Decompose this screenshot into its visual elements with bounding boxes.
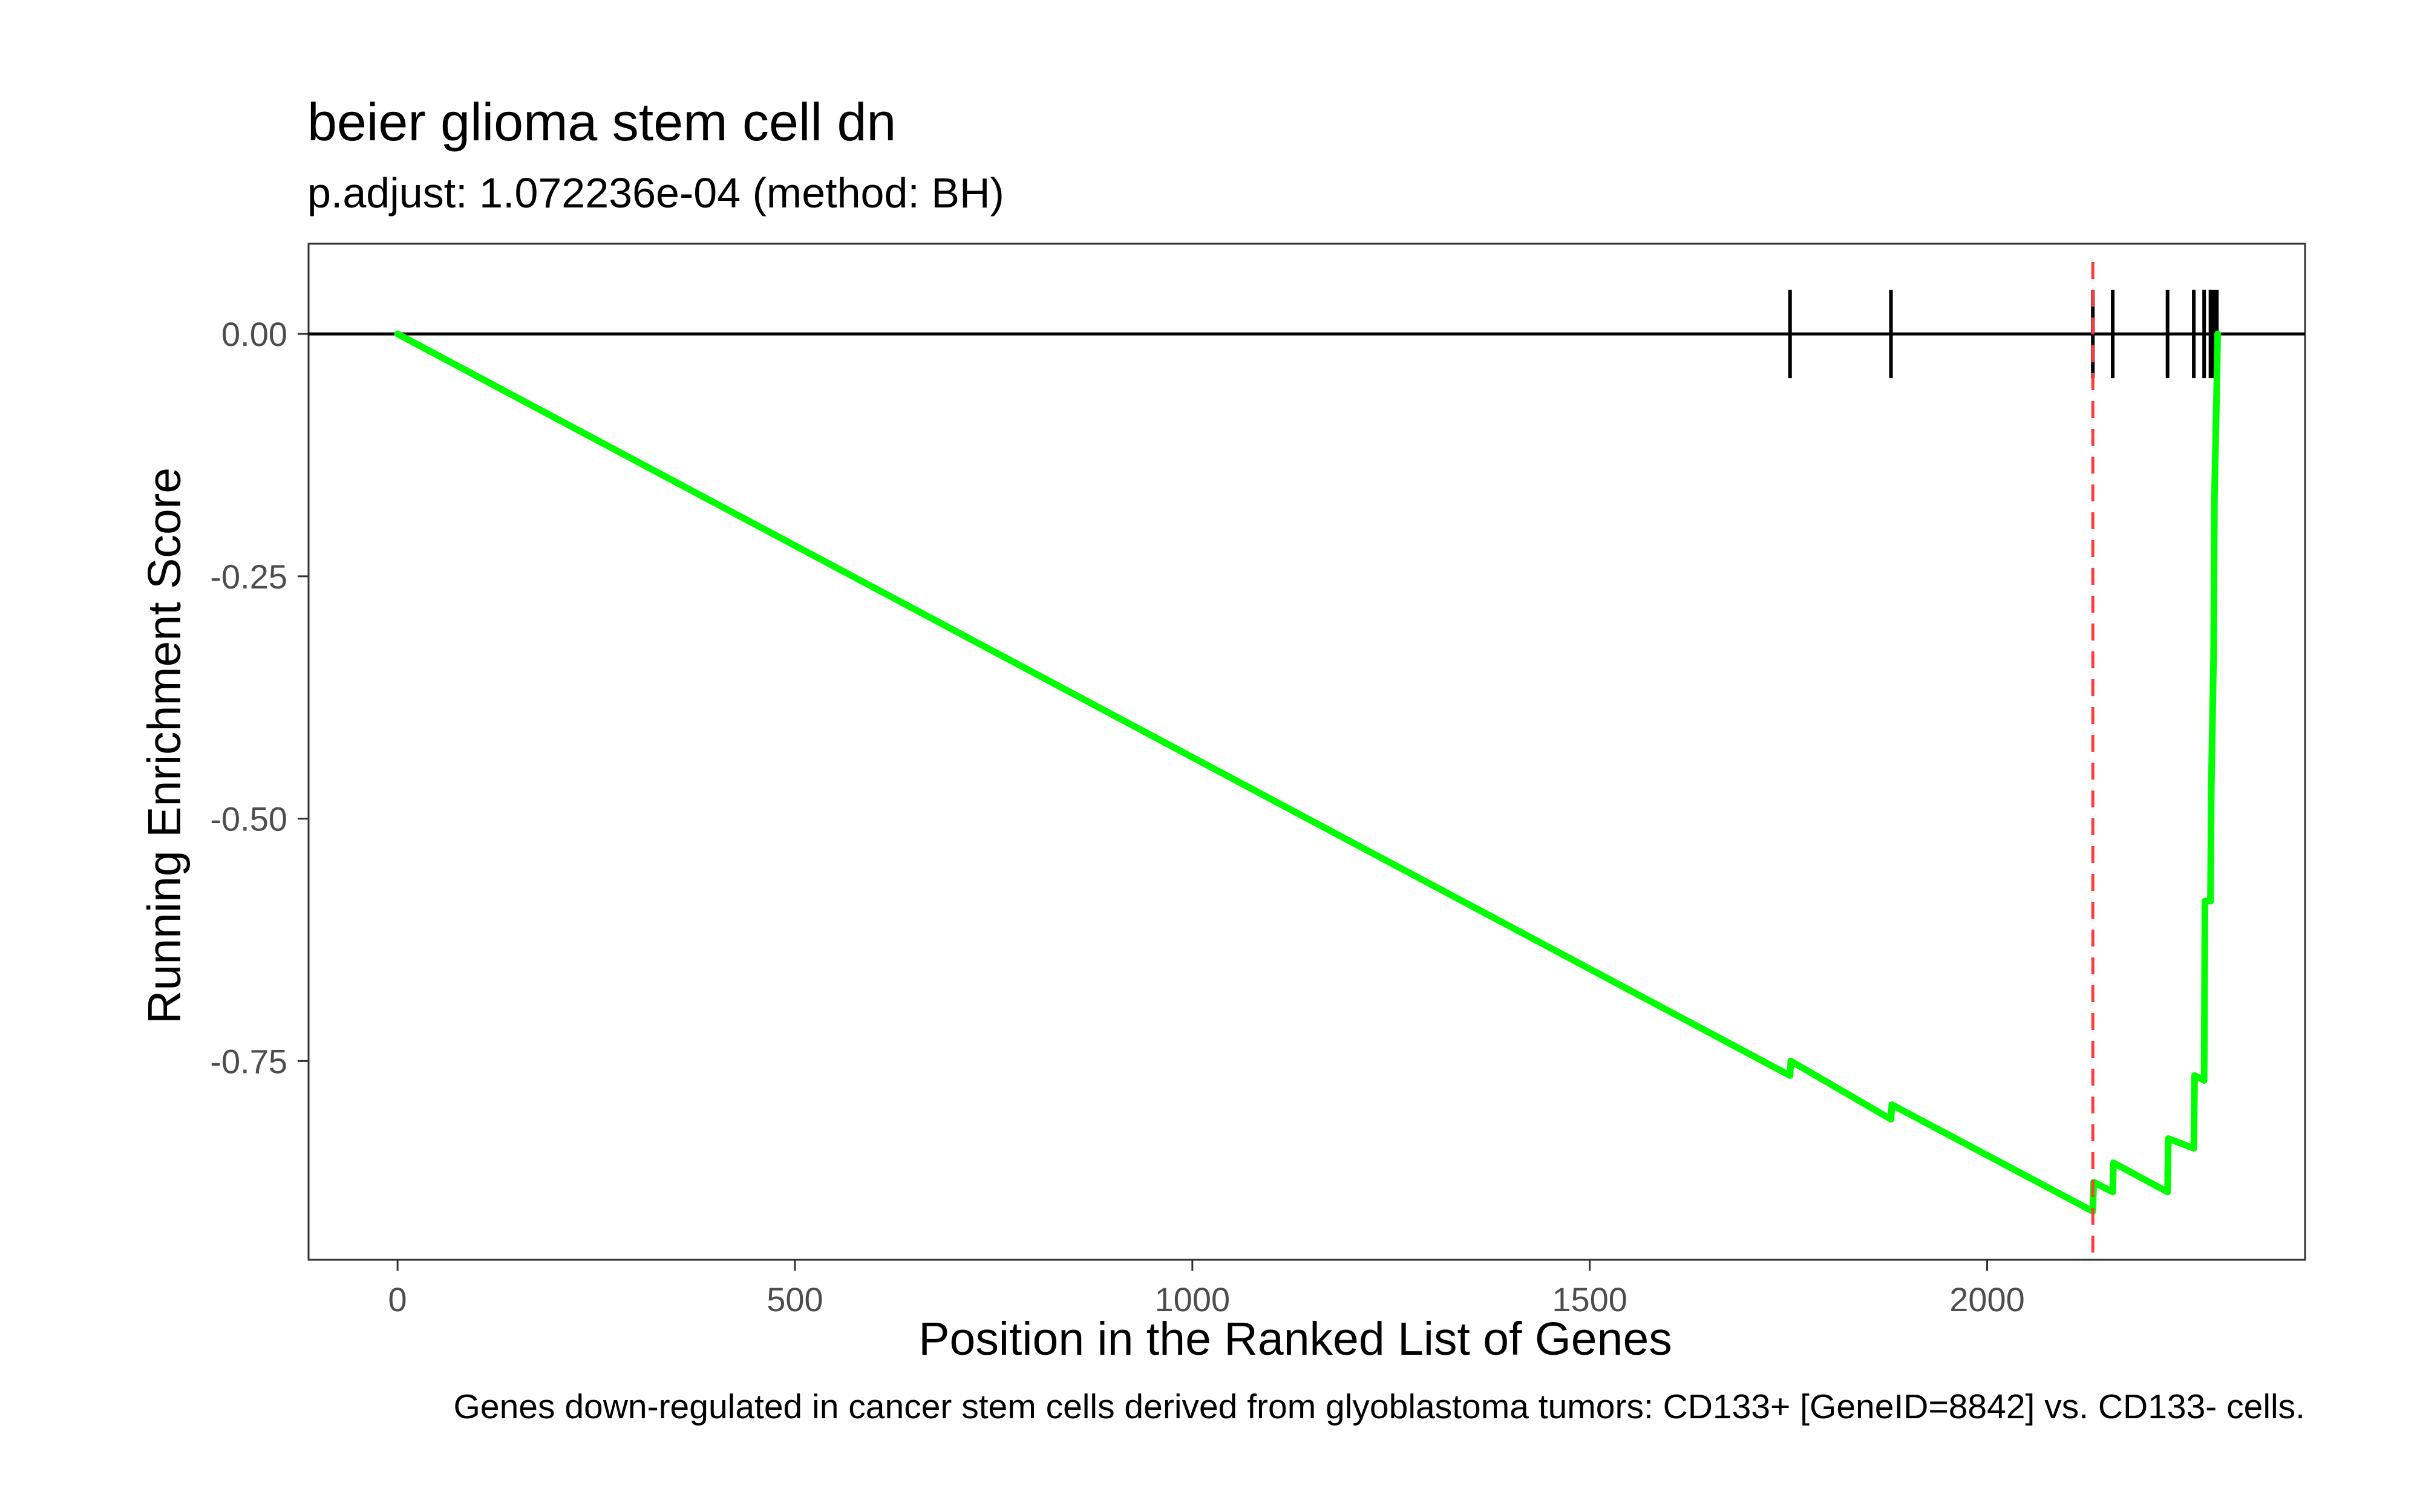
y-tick-label: -0.50 — [210, 800, 287, 838]
y-tick-label: -0.75 — [210, 1042, 287, 1080]
x-tick-label: 1000 — [1155, 1280, 1231, 1318]
y-tick-label: -0.25 — [210, 558, 287, 596]
y-tick-label: 0.00 — [221, 315, 287, 353]
plot-panel-border — [307, 243, 2306, 1261]
x-tick-label: 2000 — [1949, 1280, 2025, 1318]
chart-caption: Genes down-regulated in cancer stem cell… — [454, 1387, 2305, 1426]
chart-title: beier glioma stem cell dn — [307, 92, 896, 152]
plot-area: 0 500 1000 1500 2000 0.00 -0.25 -0.50 -0.75 — [210, 243, 2306, 1318]
x-tick-label: 0 — [388, 1280, 407, 1318]
enrichment-score-line — [394, 330, 2221, 1215]
x-axis-title: Position in the Ranked List of Genes — [918, 1313, 1672, 1365]
y-axis-title: Running Enrichment Score — [139, 468, 191, 1024]
x-tick-label: 500 — [767, 1280, 823, 1318]
chart-subtitle: p.adjust: 1.072236e-04 (method: BH) — [307, 169, 1004, 217]
x-tick-label: 1500 — [1552, 1280, 1627, 1318]
